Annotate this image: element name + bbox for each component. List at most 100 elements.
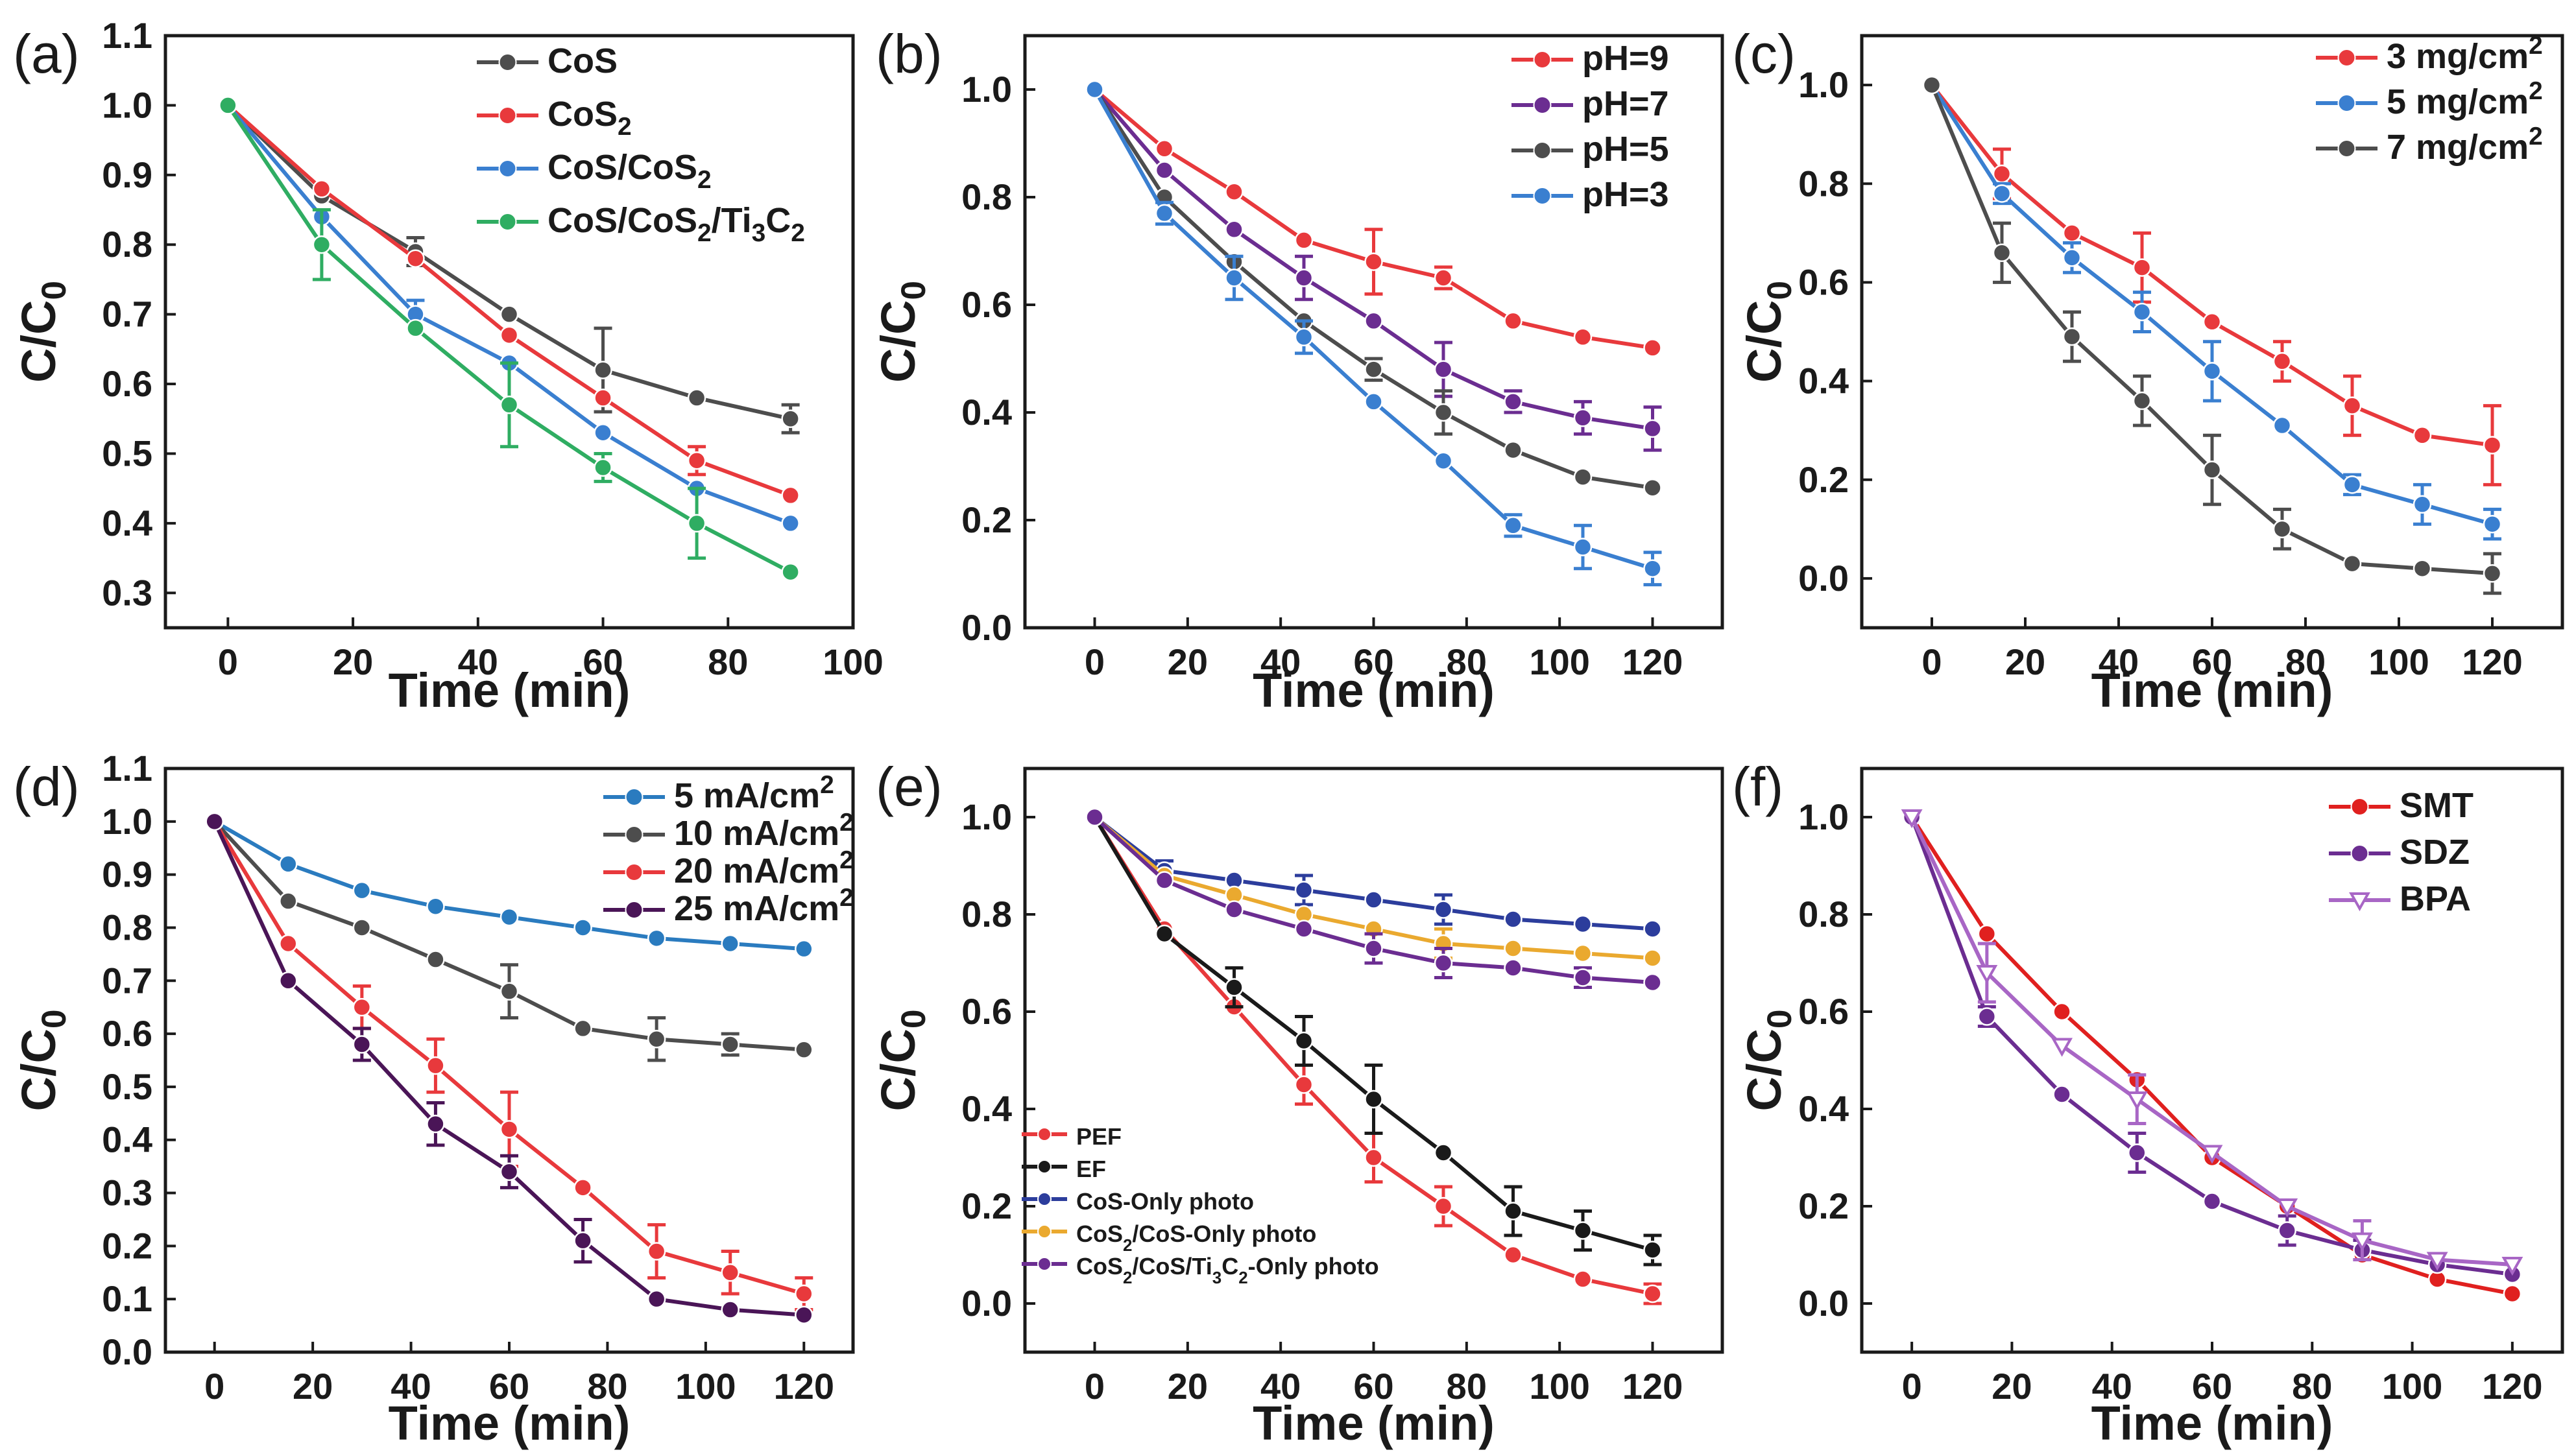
x-tick-label: 120: [2482, 1366, 2542, 1407]
data-point: [795, 939, 813, 958]
data-point: [1294, 1075, 1314, 1094]
series-20-ma-cm2: [205, 812, 813, 1312]
data-point: [1992, 243, 2012, 263]
y-tick-label: 0.8: [1798, 163, 1849, 204]
data-point: [2272, 416, 2292, 435]
data-point: [279, 855, 298, 874]
data-point: [1573, 944, 1593, 963]
data-point: [1364, 392, 1383, 411]
legend-label-part: CoS: [548, 95, 618, 134]
legend-marker: [1037, 1224, 1052, 1239]
data-point: [1434, 1143, 1453, 1162]
legend-label-part: 2: [618, 113, 632, 141]
legend-label: 10 mA/cm2: [674, 809, 854, 853]
data-point: [2342, 554, 2362, 573]
legend-marker: [2350, 844, 2369, 863]
data-point: [2342, 475, 2362, 494]
legend-marker: [498, 106, 517, 125]
series-25-ma-cm2: [205, 812, 813, 1324]
data-point: [279, 971, 298, 990]
legend-label: SDZ: [2400, 833, 2470, 872]
data-point: [594, 388, 612, 407]
legend: pH=9 pH=7 pH=5 pH=3: [1511, 39, 1669, 214]
legend-label-part: 20 mA/cm: [674, 851, 839, 890]
y-tick-label: 0.5: [102, 433, 152, 473]
legend-label-part: CoS-Only photo: [1076, 1188, 1254, 1215]
y-axis-title: C/C0: [12, 281, 73, 383]
data-point: [1155, 871, 1174, 890]
x-tick-label: 40: [458, 641, 498, 682]
data-point: [1364, 939, 1383, 958]
x-tick-label: 80: [2285, 641, 2326, 682]
x-tick-label: 60: [1353, 1366, 1393, 1407]
legend-label: CoS/CoS2/Ti3C2: [548, 201, 805, 247]
data-point: [1085, 80, 1104, 99]
y-axis-title: C/C0: [1737, 1009, 1799, 1111]
data-point: [312, 180, 331, 198]
data-point: [1643, 949, 1662, 968]
plot-frame: [1023, 34, 1724, 630]
x-axis-title: Time (min): [389, 663, 631, 717]
data-point: [594, 458, 612, 477]
data-point: [1504, 1245, 1523, 1265]
data-point: [2503, 1284, 2522, 1303]
series-cos-only-photo: [1085, 807, 1662, 938]
y-tick-label: 0.4: [961, 392, 1012, 433]
data-point: [2413, 426, 2432, 445]
data-point: [279, 934, 298, 953]
legend-label-part: 10 mA/cm: [674, 814, 839, 853]
data-point: [1977, 1007, 1997, 1026]
panel-c: (c)0 20 40 60 80 100 1200.00.20.40.60.81.0Time…: [1732, 23, 2564, 717]
y-axis-title-part: C/C: [1737, 1029, 1791, 1111]
legend-label: 3 mg/cm2: [2387, 32, 2543, 76]
data-point: [781, 486, 800, 505]
panel-e: (e)0 20 40 60 80 100 1200.00.20.40.60.81.0Time…: [871, 756, 1724, 1450]
y-tick-label: 0.2: [1798, 459, 1849, 500]
legend-label-part: 2: [839, 846, 854, 874]
legend-label-part: 2: [1238, 1269, 1247, 1287]
x-tick-label: 20: [1168, 641, 1208, 682]
x-axis-title: Time (min): [1253, 663, 1495, 717]
legend-marker: [1533, 141, 1552, 160]
legend-label: CoS-Only photo: [1076, 1188, 1254, 1215]
legend-label-part: 2: [2529, 77, 2543, 105]
data-point: [573, 918, 592, 937]
legend-label-part: 3: [1212, 1269, 1222, 1287]
panel-letter: (e): [876, 756, 943, 817]
legend-marker: [625, 901, 644, 919]
x-tick-label: 20: [1168, 1366, 1208, 1407]
plot-frame: [1860, 34, 2564, 630]
data-point: [219, 96, 237, 115]
legend-label: CoS: [548, 42, 618, 80]
legend-marker: [2349, 892, 2370, 912]
legend-label: SMT: [2400, 786, 2474, 825]
legend-label-part: 5 mg/cm: [2387, 82, 2529, 121]
data-point: [1504, 958, 1523, 977]
data-point: [2062, 327, 2082, 346]
legend-marker: [1533, 96, 1552, 114]
y-tick-label: 0.7: [102, 960, 152, 1001]
data-point: [1364, 252, 1383, 271]
data-point: [1434, 403, 1453, 422]
legend-marker: [498, 53, 517, 71]
series-ph-7: [1085, 80, 1662, 452]
legend-label-part: 3: [752, 219, 766, 247]
legend-label-part: SDZ: [2400, 833, 2470, 872]
data-point: [2413, 495, 2432, 514]
y-tick-label: 0.4: [1798, 1088, 1849, 1129]
data-point: [2352, 1232, 2373, 1252]
x-tick-label: 0: [204, 1366, 224, 1407]
data-point: [1977, 924, 1997, 944]
data-point: [573, 1019, 592, 1038]
data-point: [1643, 920, 1662, 938]
x-tick-label: 60: [583, 641, 623, 682]
data-point: [2202, 313, 2222, 331]
x-tick-label: 0: [1921, 641, 1942, 682]
data-point: [795, 1040, 813, 1059]
y-axis-title-part: 0: [35, 1009, 73, 1029]
data-point: [406, 318, 425, 338]
y-tick-label: 1.0: [961, 69, 1012, 110]
data-point: [2413, 559, 2432, 578]
y-axis-title-part: 0: [895, 281, 933, 300]
